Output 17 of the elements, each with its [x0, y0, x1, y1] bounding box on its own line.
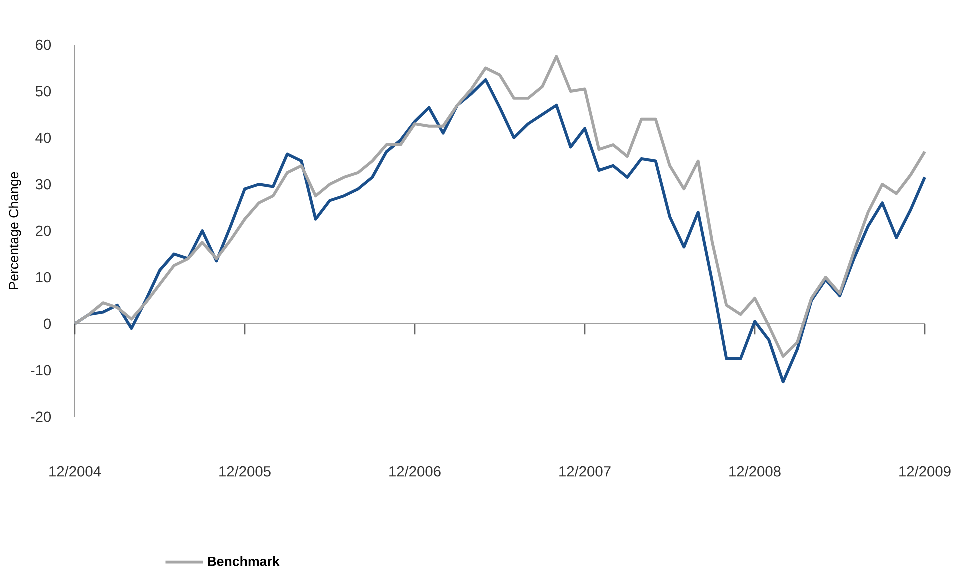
y-tick-label: 40 [36, 132, 52, 144]
y-tick-label: 30 [36, 179, 52, 190]
y-tick-label: 50 [36, 86, 52, 97]
y-tick-label: 20 [36, 226, 52, 236]
x-tick-label: 12/2004 [50, 466, 102, 477]
y-tick-label: -10 [31, 365, 52, 376]
y-tick-label: 60 [36, 40, 52, 50]
x-tick-label: 12/2009 [900, 466, 951, 477]
x-tick-label: 12/2005 [220, 466, 271, 477]
x-tick-label: 12/2008 [730, 466, 781, 477]
x-tick-label: 12/2007 [560, 466, 611, 477]
y-tick-label: 0 [44, 318, 52, 330]
y-tick-label: 10 [36, 272, 52, 283]
legend-label: Benchmark [208, 556, 280, 566]
x-tick-label: 12/2006 [390, 466, 441, 477]
y-axis-title: Percentage Change [8, 172, 22, 290]
y-tick-label: -20 [31, 412, 52, 422]
